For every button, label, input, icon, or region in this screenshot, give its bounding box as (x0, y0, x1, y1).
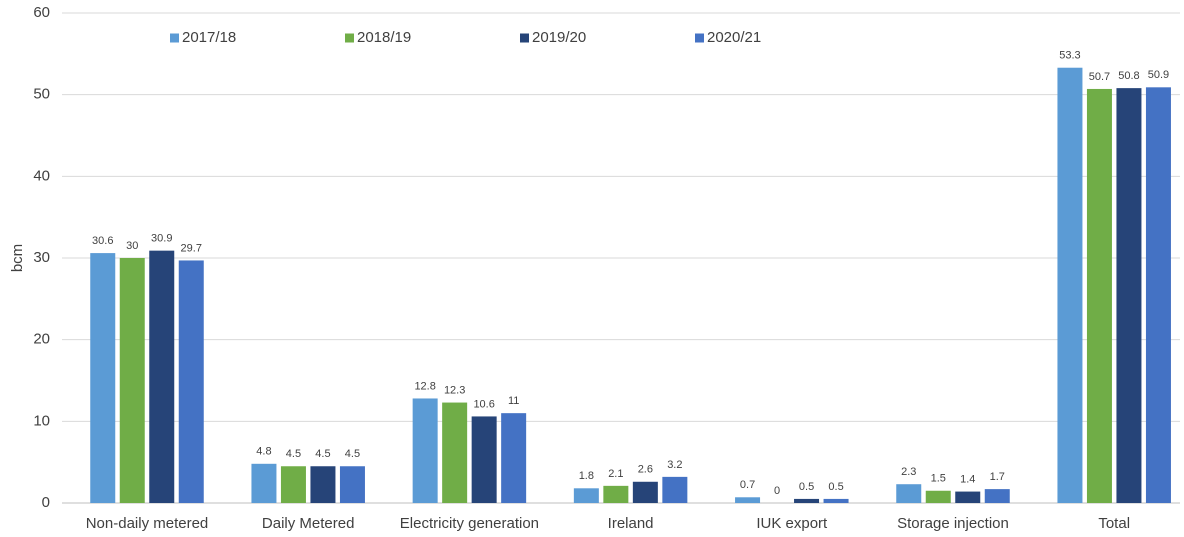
bar (955, 491, 981, 503)
value-label: 1.8 (579, 470, 594, 482)
value-label: 10.6 (473, 398, 494, 410)
bar (471, 416, 497, 503)
value-label: 50.7 (1089, 71, 1110, 83)
bar (632, 481, 658, 503)
value-label: 53.3 (1059, 50, 1080, 62)
y-tick-label: 30 (33, 249, 50, 266)
y-tick-label: 60 (33, 4, 50, 21)
value-label: 4.5 (315, 448, 330, 460)
value-label: 12.8 (414, 380, 435, 392)
bar (90, 253, 116, 503)
value-label: 1.4 (960, 473, 975, 485)
legend-label: 2019/20 (532, 29, 586, 46)
bar (1116, 88, 1142, 503)
x-tick-label: Daily Metered (262, 515, 355, 532)
x-tick-label: Ireland (608, 515, 654, 532)
bar (662, 476, 688, 503)
bar (984, 489, 1010, 503)
bar (251, 463, 277, 503)
bar (501, 413, 527, 503)
y-tick-label: 0 (42, 494, 50, 511)
value-label: 29.7 (181, 242, 202, 254)
bar (925, 490, 951, 503)
value-label: 1.7 (990, 471, 1005, 483)
bar (310, 466, 336, 503)
value-label: 1.5 (931, 473, 946, 485)
bar (412, 398, 438, 503)
value-label: 0.7 (740, 479, 755, 491)
bar (1057, 67, 1083, 503)
value-label: 2.3 (901, 466, 916, 478)
value-label: 3.2 (667, 459, 682, 471)
x-tick-label: Non-daily metered (86, 515, 209, 532)
bar (603, 485, 629, 503)
bar (149, 250, 175, 503)
legend-swatch (520, 33, 529, 43)
legend-swatch (345, 33, 354, 43)
bar (442, 402, 468, 503)
y-tick-label: 50 (33, 86, 50, 103)
value-label: 2.6 (638, 464, 653, 476)
y-axis-label: bcm (9, 244, 26, 272)
y-tick-label: 40 (33, 167, 50, 184)
bar (735, 497, 761, 503)
y-tick-label: 10 (33, 412, 50, 429)
value-label: 4.5 (345, 448, 360, 460)
legend-label: 2020/21 (707, 29, 761, 46)
bar (178, 260, 204, 503)
value-label: 11 (508, 395, 519, 407)
value-label: 4.5 (286, 448, 301, 460)
legend-swatch (170, 33, 179, 43)
value-label: 12.3 (444, 384, 465, 396)
bar (1145, 87, 1171, 504)
value-label: 0 (774, 485, 780, 497)
bar (280, 466, 306, 503)
bar (896, 484, 922, 503)
value-label: 4.8 (256, 446, 271, 458)
y-tick-label: 20 (33, 331, 50, 348)
value-label: 30.6 (92, 235, 113, 247)
legend-label: 2018/19 (357, 29, 411, 46)
bar (823, 498, 849, 503)
x-tick-label: Total (1098, 515, 1130, 532)
bar (1086, 88, 1112, 503)
value-label: 0.5 (828, 481, 843, 493)
value-label: 0.5 (799, 481, 814, 493)
value-label: 2.1 (608, 468, 623, 480)
x-tick-label: Storage injection (897, 515, 1009, 532)
value-label: 50.8 (1118, 70, 1139, 82)
bar (794, 498, 820, 503)
bar (119, 258, 145, 503)
value-label: 30 (126, 240, 138, 252)
value-label: 50.9 (1148, 69, 1169, 81)
x-tick-label: Electricity generation (400, 515, 539, 532)
legend-label: 2017/18 (182, 29, 236, 46)
bar (573, 488, 599, 503)
value-label: 30.9 (151, 233, 172, 245)
x-tick-label: IUK export (756, 515, 828, 532)
bar (339, 466, 365, 503)
legend-swatch (695, 33, 704, 43)
